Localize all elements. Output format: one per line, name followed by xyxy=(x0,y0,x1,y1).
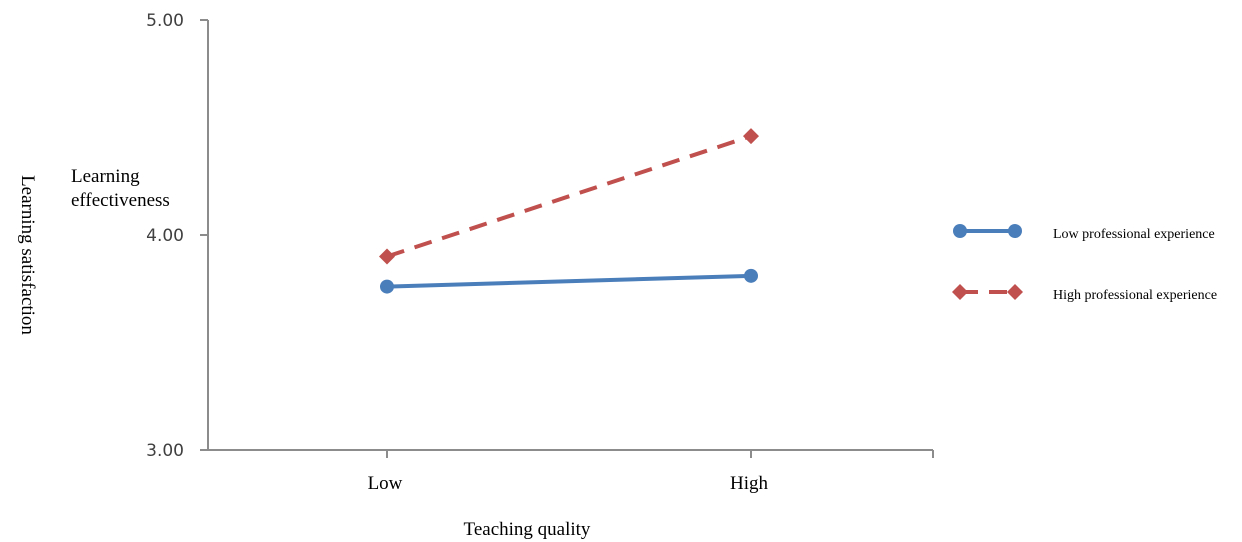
data-point-marker xyxy=(953,224,967,238)
y-tick-label: 4.00 xyxy=(146,226,184,246)
inner-label-line-1: Learning xyxy=(71,166,140,187)
legend-label: High professional experience xyxy=(1053,288,1217,303)
data-point-marker xyxy=(1007,284,1023,300)
data-point-marker xyxy=(952,284,968,300)
series-line-1 xyxy=(386,134,752,259)
data-point-marker xyxy=(743,128,759,145)
x-category-label: High xyxy=(730,473,769,494)
data-point-marker xyxy=(379,248,395,265)
data-point-marker xyxy=(1008,224,1022,238)
data-point-marker xyxy=(380,279,394,294)
x-category-label: Low xyxy=(368,473,403,494)
legend-label: Low professional experience xyxy=(1053,227,1215,242)
series-line-0 xyxy=(386,273,752,289)
x-axis-title: Teaching quality xyxy=(464,519,591,540)
y-tick-label: 5.00 xyxy=(146,11,184,31)
data-point-marker xyxy=(744,268,758,283)
y-axis-title: Learning satisfaction xyxy=(17,175,38,335)
y-tick-label: 3.00 xyxy=(146,441,184,461)
inner-label-line-2: effectiveness xyxy=(71,190,170,211)
